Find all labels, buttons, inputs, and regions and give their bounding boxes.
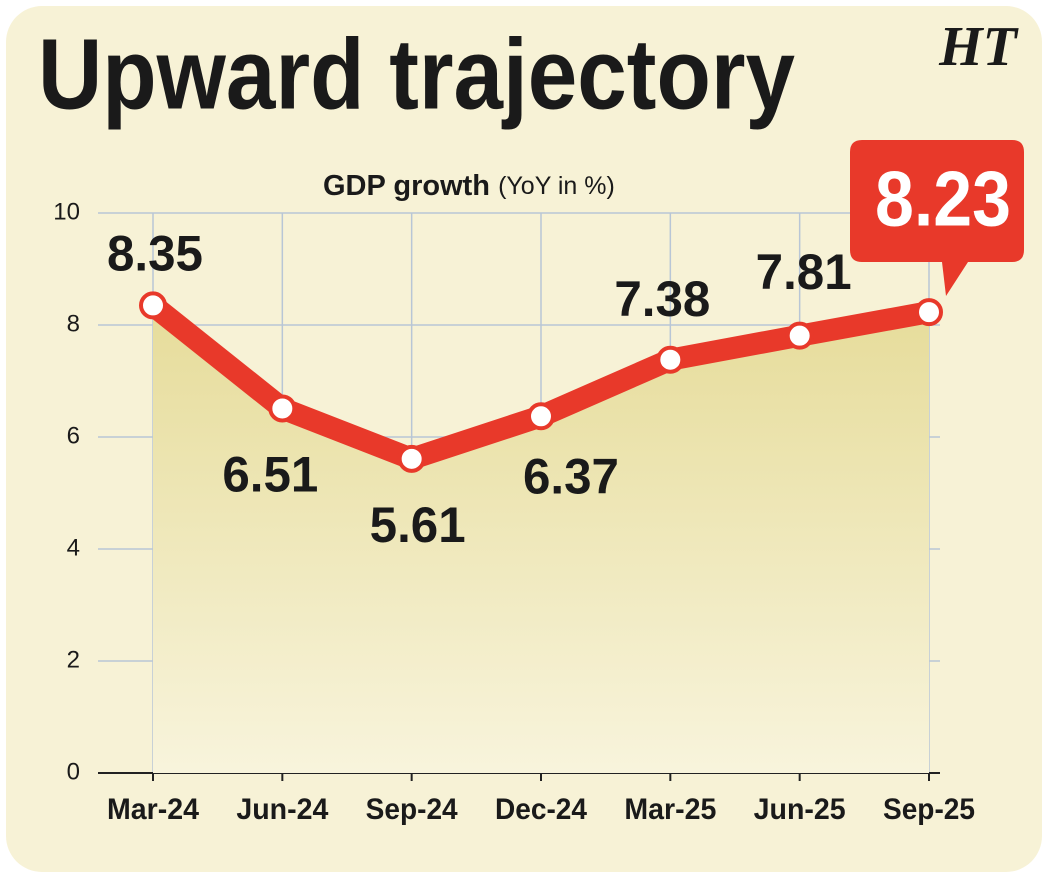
x-tick-label: Mar-24 — [107, 793, 199, 826]
logo: HT — [938, 16, 1020, 78]
callout-box — [850, 140, 1024, 296]
x-tick-label: Sep-25 — [883, 793, 975, 826]
y-tick-label: 4 — [67, 534, 80, 561]
x-tick-label: Jun-25 — [754, 793, 846, 826]
data-label: 8.35 — [107, 226, 203, 282]
data-label: 8.23 — [875, 155, 1011, 243]
point — [915, 298, 943, 327]
point — [139, 291, 167, 320]
plot-area: 0 2 4 6 8 10 8.35 6.51 5.61 6.37 7.38 7.81 8.23 Mar-2… — [53, 140, 1024, 826]
point — [397, 444, 426, 473]
y-tick-label: 6 — [67, 422, 80, 449]
point — [527, 402, 555, 431]
chart-title: Upward trajectory — [38, 18, 795, 130]
axis-label: GDP growth (YoY in %) — [323, 170, 615, 202]
point — [785, 321, 814, 350]
x-tick-label: Jun-24 — [236, 793, 328, 826]
x-tick-label: Dec-24 — [495, 793, 587, 826]
point — [268, 394, 297, 423]
area — [153, 305, 929, 773]
y-axis-unit: (YoY in %) — [498, 172, 615, 200]
data-label: 6.51 — [222, 447, 318, 503]
point — [656, 345, 685, 374]
y-axis-label: GDP growth — [323, 170, 490, 202]
y-tick-label: 0 — [67, 758, 80, 785]
x-tick-label: Sep-24 — [366, 793, 458, 826]
x-tick-label: Mar-25 — [624, 793, 716, 826]
data-label: 7.38 — [614, 271, 710, 327]
data-label: 5.61 — [370, 497, 466, 553]
data-label: 6.37 — [523, 448, 619, 504]
y-tick-label: 2 — [67, 646, 80, 673]
y-tick-label: 10 — [53, 198, 80, 225]
y-tick-label: 8 — [67, 310, 80, 337]
data-label: 7.81 — [756, 244, 852, 300]
